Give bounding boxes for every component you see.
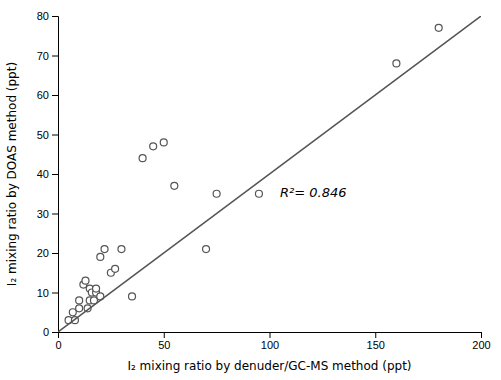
y-axis: 0 10 20 30 40 50 60 70 80	[37, 10, 59, 338]
scatter-point	[203, 246, 210, 253]
scatter-point	[171, 182, 178, 189]
tick-label: 0	[43, 326, 49, 338]
tick-mark	[52, 95, 58, 96]
scatter-point	[76, 297, 83, 304]
tick-label: 70	[37, 50, 49, 62]
tick-label: 80	[37, 10, 49, 22]
tick-mark	[52, 135, 58, 136]
tick: 70	[37, 50, 58, 62]
axis-line	[52, 17, 59, 333]
chart: 0 50 100 150 200 0 10 20 30 40 50 60 70 80 R²= 0.846 I₂…	[0, 0, 501, 380]
scatter-point	[93, 285, 100, 292]
annotation: R²= 0.846	[280, 185, 347, 200]
scatter-point	[160, 139, 167, 146]
plot: 0 50 100 150 200 0 10 20 30 40 50 60 70 80 R²= 0.846	[37, 10, 491, 351]
tick: 30	[37, 208, 58, 220]
tick-label: 50	[37, 129, 49, 141]
scatter-point	[150, 143, 157, 150]
axis-line	[59, 333, 482, 339]
tick-mark	[52, 214, 58, 215]
scatter-point	[255, 190, 262, 197]
x-axis-title: I₂ mixing ratio by denuder/GC-MS method …	[127, 359, 411, 373]
tick-mark	[52, 293, 58, 294]
scatter-point	[139, 155, 146, 162]
scatter-point	[112, 265, 119, 272]
tick: 10	[37, 287, 58, 299]
scatter-point	[393, 60, 400, 67]
tick: 60	[37, 89, 58, 101]
tick-mark	[164, 332, 165, 338]
scatter-point	[101, 246, 108, 253]
tick-mark	[52, 56, 58, 57]
tick: 200	[472, 332, 490, 351]
x-axis: 0 50 100 150 200	[55, 332, 490, 351]
tick: 80	[37, 10, 58, 22]
tick-label: 40	[37, 168, 49, 180]
tick-label: 200	[472, 339, 490, 351]
tick: 50	[158, 332, 170, 351]
tick: 0	[55, 332, 61, 351]
tick: 0	[43, 326, 58, 338]
y-axis-title: I₂ mixing ratio by DOAS method (ppt)	[5, 62, 19, 286]
scatter-point	[69, 309, 76, 316]
scatter-point	[82, 277, 89, 284]
tick-label: 50	[158, 339, 170, 351]
tick: 40	[37, 168, 58, 180]
tick: 150	[367, 332, 385, 351]
tick-label: 0	[55, 339, 61, 351]
tick-label: 100	[261, 339, 279, 351]
tick-mark	[375, 332, 376, 338]
scatter-point	[118, 246, 125, 253]
scatter-point	[213, 190, 220, 197]
tick-mark	[52, 174, 58, 175]
tick-label: 150	[367, 339, 385, 351]
tick-label: 10	[37, 287, 49, 299]
tick: 20	[37, 247, 58, 259]
scatter-point	[435, 24, 442, 31]
tick-mark	[52, 332, 58, 333]
tick-mark	[270, 332, 271, 338]
tick: 100	[261, 332, 279, 351]
scatter-point	[129, 293, 136, 300]
tick-label: 60	[37, 89, 49, 101]
scatter-point	[76, 305, 83, 312]
tick-mark	[52, 253, 58, 254]
tick-label: 30	[37, 208, 49, 220]
scatter-point	[97, 253, 104, 260]
tick-label: 20	[37, 247, 49, 259]
tick-mark	[481, 332, 482, 338]
marks	[58, 16, 481, 332]
regression-line	[58, 16, 481, 332]
tick: 50	[37, 129, 58, 141]
tick-mark	[52, 16, 58, 17]
